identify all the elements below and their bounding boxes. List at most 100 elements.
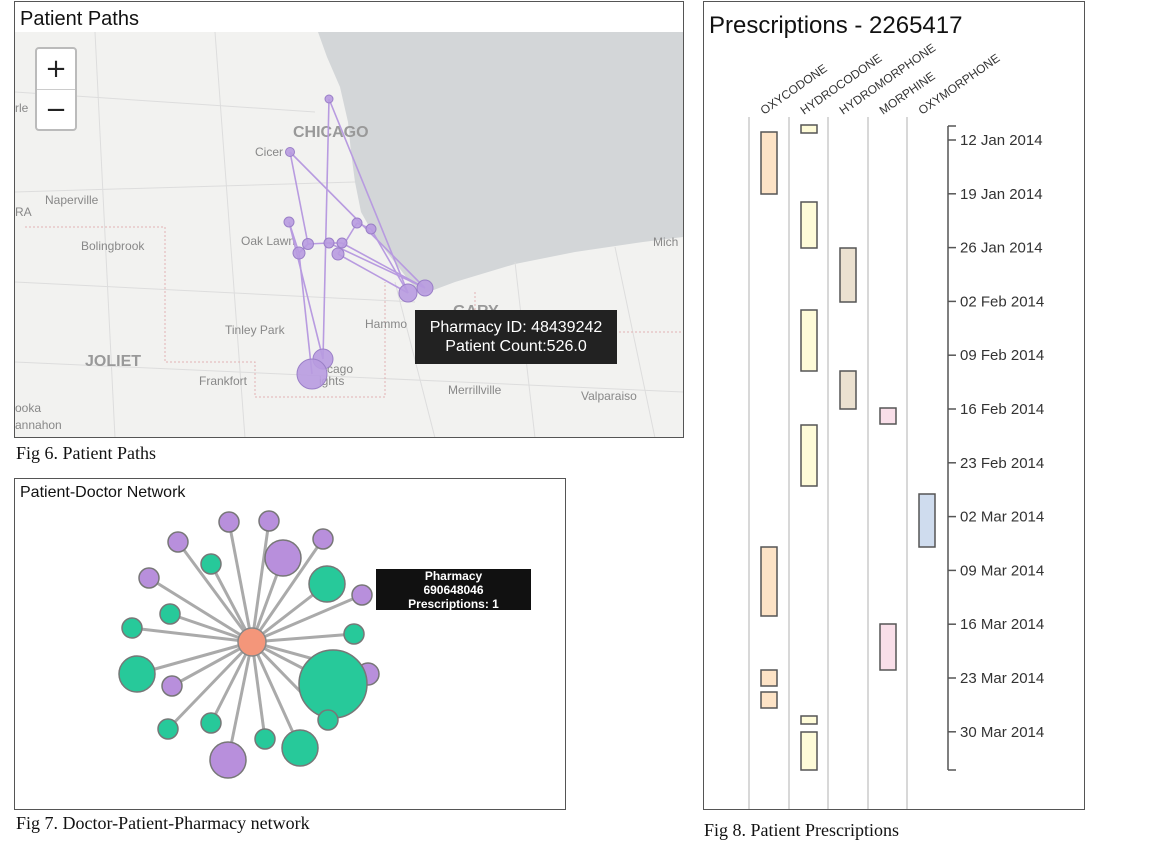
date-tick-label: 09 Mar 2014 xyxy=(960,562,1044,579)
place-label: CHICAGO xyxy=(293,124,369,141)
place-label: Tinley Park xyxy=(225,323,286,337)
network-edge xyxy=(171,640,253,688)
pharmacy-node[interactable] xyxy=(324,94,334,104)
patient-node[interactable] xyxy=(351,584,373,606)
fig8-caption: Fig 8. Patient Prescriptions xyxy=(704,820,899,840)
patient-paths-map[interactable]: CHICAGO Cicer Naperville RA Bolingbrook Oak L… xyxy=(15,32,683,438)
patient-node[interactable] xyxy=(209,741,247,779)
pharmacy-node[interactable] xyxy=(365,223,377,235)
patient-node[interactable] xyxy=(264,539,302,577)
pharmacy-node[interactable] xyxy=(323,237,335,249)
network-nodes[interactable] xyxy=(118,510,380,779)
patient-path-line xyxy=(328,98,409,294)
network-edge xyxy=(251,632,355,644)
pharmacy-node[interactable] xyxy=(118,655,156,693)
tooltip-pharmacy-number: 690648046 xyxy=(423,582,484,597)
patient-path-line xyxy=(328,242,426,289)
prescription-bar[interactable] xyxy=(760,131,778,195)
prescription-bar[interactable] xyxy=(800,309,818,372)
place-label: Oak Lawn xyxy=(241,234,295,248)
prescription-bar[interactable] xyxy=(800,124,818,134)
prescription-bar[interactable] xyxy=(918,493,936,548)
pharmacy-node[interactable] xyxy=(281,729,319,767)
prescription-bar[interactable] xyxy=(760,691,778,709)
prescription-bar[interactable] xyxy=(800,201,818,249)
prescription-bar[interactable] xyxy=(879,623,897,671)
date-tick-label: 09 Feb 2014 xyxy=(960,347,1044,364)
network-edge xyxy=(209,641,254,724)
pharmacy-node[interactable] xyxy=(254,728,276,750)
network-edge xyxy=(226,641,254,761)
pharmacy-node[interactable] xyxy=(121,617,143,639)
prescription-bar[interactable] xyxy=(800,731,818,771)
patient-doctor-network-panel: Patient-Doctor Network Pharmacy 69064804… xyxy=(14,478,566,810)
pharmacy-node[interactable] xyxy=(351,217,363,229)
pharmacy-node[interactable] xyxy=(343,623,365,645)
pharmacy-node[interactable] xyxy=(159,603,181,625)
drug-labels: OXYCODONEHYDROCODONEHYDROMORPHONEMORPHIN… xyxy=(758,41,1003,118)
network-edge xyxy=(250,520,271,643)
doctor-node[interactable] xyxy=(237,627,267,657)
fig7-caption: Fig 7. Doctor-Patient-Pharmacy network xyxy=(16,813,310,833)
network-edge xyxy=(250,641,302,749)
place-label: rle xyxy=(15,101,29,115)
pharmacy-node[interactable] xyxy=(308,565,346,603)
patient-node[interactable] xyxy=(167,531,189,553)
pharmacy-node[interactable] xyxy=(283,216,295,228)
prescription-bar[interactable] xyxy=(760,546,778,617)
pharmacy-node[interactable] xyxy=(292,246,306,260)
pharmacy-node[interactable] xyxy=(298,649,368,719)
zoom-control: + − xyxy=(35,47,77,131)
prescription-bar[interactable] xyxy=(839,247,857,303)
patient-path-line xyxy=(288,221,324,360)
place-label: Bolingbrook xyxy=(81,239,145,253)
prescription-bar[interactable] xyxy=(800,424,818,487)
drug-label: OXYCODONE xyxy=(758,61,830,117)
pharmacy-node[interactable] xyxy=(302,238,314,250)
patient-node[interactable] xyxy=(258,510,280,532)
place-label: RA xyxy=(15,205,32,219)
pharmacy-node[interactable] xyxy=(336,237,348,249)
prescription-bars[interactable] xyxy=(760,124,936,771)
network-edge xyxy=(250,538,325,643)
tooltip-pharmacy-id: Pharmacy ID: 48439242 xyxy=(429,319,603,336)
pharmacy-node[interactable] xyxy=(296,358,328,390)
map-tooltip: Pharmacy ID: 48439242 Patient Count:526.… xyxy=(415,310,617,364)
tooltip-patient-count: Patient Count:526.0 xyxy=(445,338,587,355)
place-label: Valparaiso xyxy=(581,389,637,403)
prescriptions-timeline[interactable]: OXYCODONEHYDROCODONEHYDROMORPHONEMORPHIN… xyxy=(704,2,1084,809)
lake-michigan xyxy=(318,32,683,294)
prescription-bar[interactable] xyxy=(879,407,897,425)
pharmacy-node[interactable] xyxy=(416,279,434,297)
date-tick-label: 02 Feb 2014 xyxy=(960,293,1044,310)
pharmacy-node[interactable] xyxy=(200,712,222,734)
prescription-bar[interactable] xyxy=(839,370,857,410)
patient-path-line xyxy=(337,253,409,294)
pharmacy-node[interactable] xyxy=(157,718,179,740)
date-tick-label: 26 Jan 2014 xyxy=(960,240,1043,257)
network-tooltip: Pharmacy 690648046 Prescriptions: 1 xyxy=(376,569,531,611)
date-tick-label: 16 Mar 2014 xyxy=(960,616,1044,633)
pharmacy-nodes[interactable] xyxy=(283,94,434,390)
network-edge xyxy=(250,641,267,740)
patient-node[interactable] xyxy=(218,511,240,533)
date-tick-label: 02 Mar 2014 xyxy=(960,509,1044,526)
zoom-out-button[interactable]: − xyxy=(45,95,67,125)
patient-node[interactable] xyxy=(161,675,183,697)
place-label: Hammo xyxy=(365,317,407,331)
prescription-bar[interactable] xyxy=(760,669,778,687)
pharmacy-node[interactable] xyxy=(317,709,339,731)
patient-node[interactable] xyxy=(312,528,334,550)
pharmacy-node[interactable] xyxy=(331,247,345,261)
patient-node[interactable] xyxy=(138,567,160,589)
pharmacy-node[interactable] xyxy=(200,553,222,575)
date-tick-label: 19 Jan 2014 xyxy=(960,186,1043,203)
prescriptions-panel: Prescriptions - 2265417 OXYCODONE HYDROCO… xyxy=(703,1,1085,810)
prescription-bar[interactable] xyxy=(800,715,818,725)
zoom-in-button[interactable]: + xyxy=(37,49,75,90)
network-graph[interactable] xyxy=(15,479,565,809)
pharmacy-node[interactable] xyxy=(285,147,295,157)
network-edge xyxy=(176,541,254,643)
date-tick-label: 23 Mar 2014 xyxy=(960,670,1044,687)
pharmacy-node[interactable] xyxy=(398,283,418,303)
